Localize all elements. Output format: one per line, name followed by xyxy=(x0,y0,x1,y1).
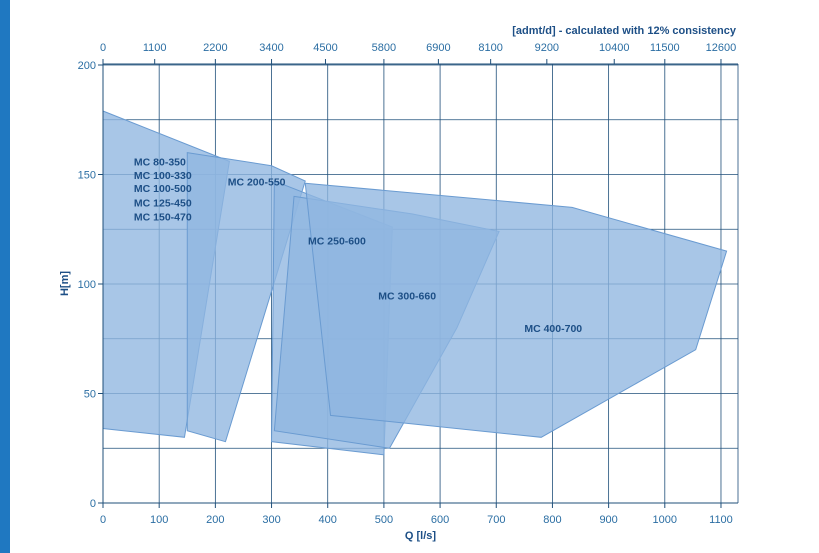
x-tick-label: 300 xyxy=(262,514,280,526)
x-axis-title: Q [l/s] xyxy=(405,530,437,542)
performance-area-5 xyxy=(304,182,728,438)
top-tick-label: 6900 xyxy=(426,42,450,54)
x-tick-label: 200 xyxy=(206,514,224,526)
region-label: MC 250-600 xyxy=(308,236,366,248)
y-tick-label: 0 xyxy=(90,498,96,510)
x-tick-label: 100 xyxy=(150,514,168,526)
top-tick-label: 10400 xyxy=(599,42,630,54)
x-tick-label: 800 xyxy=(543,514,561,526)
x-tick-label: 500 xyxy=(375,514,393,526)
y-tick-label: 200 xyxy=(78,60,96,72)
x-tick-label: 700 xyxy=(487,514,505,526)
region-label: MC 80-350 xyxy=(134,157,186,169)
top-tick-label: 2200 xyxy=(203,42,227,54)
x-tick-label: 400 xyxy=(319,514,337,526)
top-tick-label: 1100 xyxy=(143,42,167,54)
y-tick-label: 150 xyxy=(78,170,96,182)
top-tick-label: 12600 xyxy=(706,42,737,54)
top-tick-label: 3400 xyxy=(259,42,283,54)
region-label: MC 100-330 xyxy=(134,170,192,182)
region-label: MC 150-470 xyxy=(134,211,192,223)
y-axis-title: H[m] xyxy=(59,271,71,296)
top-tick-label: 9200 xyxy=(535,42,559,54)
x-tick-label: 600 xyxy=(431,514,449,526)
top-tick-label: 4500 xyxy=(313,42,337,54)
y-tick-label: 50 xyxy=(84,389,96,401)
top-tick-label: 0 xyxy=(100,42,106,54)
x-tick-label: 1100 xyxy=(709,514,733,526)
region-label: MC 100-500 xyxy=(134,183,192,195)
top-tick-label: 5800 xyxy=(372,42,396,54)
region-label: MC 200-550 xyxy=(228,176,286,188)
x-tick-label: 1000 xyxy=(653,514,677,526)
region-label: MC 125-450 xyxy=(134,197,192,209)
accent-bar xyxy=(0,0,10,553)
secondary-x-axis-title: [admt/d] - calculated with 12% consisten… xyxy=(512,25,737,37)
y-tick-label: 100 xyxy=(78,279,96,291)
top-tick-label: 11500 xyxy=(650,42,680,54)
x-tick-label: 0 xyxy=(100,514,106,526)
top-tick-label: 8100 xyxy=(478,42,502,54)
x-tick-label: 900 xyxy=(599,514,617,526)
region-label: MC 300-660 xyxy=(378,290,436,302)
region-label: MC 400-700 xyxy=(524,323,582,335)
